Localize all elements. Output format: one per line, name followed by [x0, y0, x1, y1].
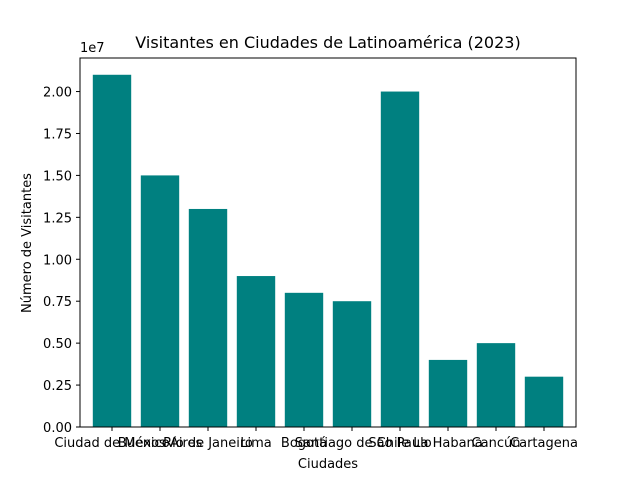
y-offset-label: 1e7: [80, 41, 105, 56]
x-tick-label-9: Cartagena: [510, 436, 578, 451]
x-tick-label-3: Lima: [240, 436, 271, 451]
plot-frame: [79, 57, 577, 428]
x-tick-label-7: La Habana: [413, 436, 483, 451]
bar-3: [236, 276, 276, 427]
bar-7: [428, 359, 468, 427]
y-tick-label-3: 0.75: [43, 295, 72, 310]
y-tick-label-0: 0.00: [43, 421, 72, 436]
x-tick-label-2: Río de Janeiro: [163, 436, 253, 451]
bar-9: [524, 376, 564, 427]
bar-1: [140, 175, 180, 427]
x-axis-label: Ciudades: [298, 457, 358, 472]
y-tick-label-4: 1.00: [43, 253, 72, 268]
x-tick-label-6: São Paulo: [368, 436, 431, 451]
x-tick-label-5: Santiago de Chile: [295, 436, 409, 451]
y-tick-label-8: 2.00: [43, 86, 72, 101]
bar-4: [284, 292, 324, 427]
y-axis-label: Número de Visitantes: [20, 173, 35, 313]
x-tick-label-1: Buenos Aires: [118, 436, 203, 451]
x-tick-label-0: Ciudad de México: [54, 436, 169, 451]
y-tick-label-7: 1.75: [43, 127, 72, 142]
bar-2: [188, 208, 228, 427]
bar-5: [332, 301, 372, 427]
bar-6: [380, 91, 420, 427]
y-tick-label-2: 0.50: [43, 337, 72, 352]
bars-group: [92, 74, 564, 427]
y-tick-label-5: 1.25: [43, 211, 72, 226]
x-tick-label-4: Bogotá: [281, 436, 327, 451]
bar-8: [476, 343, 516, 427]
chart-title: Visitantes en Ciudades de Latinoamérica …: [135, 33, 520, 52]
bar-0: [92, 74, 132, 427]
x-tick-label-8: Cancún: [472, 436, 521, 451]
y-tick-label-6: 1.50: [43, 169, 72, 184]
y-ticks-group: 0.00 0.25 0.50 0.75 1.00 1.25 1.50 1.75 2.00: [43, 86, 80, 436]
y-tick-label-1: 0.25: [43, 379, 72, 394]
